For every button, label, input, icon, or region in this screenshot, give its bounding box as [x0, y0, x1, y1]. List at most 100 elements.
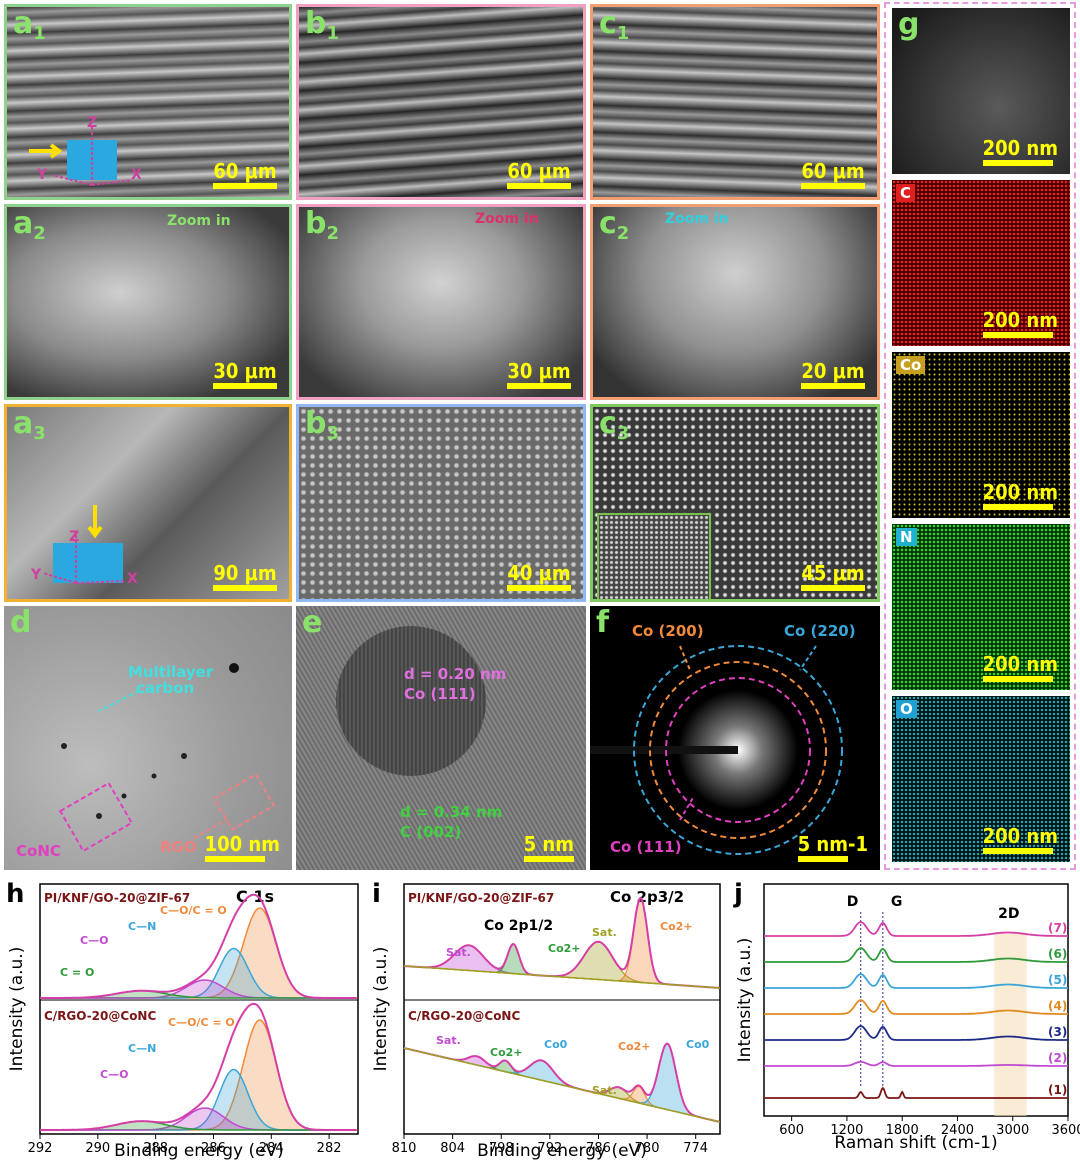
panel-c1: c1 60 μm	[590, 4, 880, 200]
annotation-co111: d = 0.20 nm Co (111)	[404, 665, 507, 703]
panel-d: d Multilayer carbon CoNC RGO 100 nm	[4, 606, 292, 870]
raman-spectrum-line	[764, 1025, 1068, 1041]
plot-frame-h	[39, 883, 359, 1135]
saed-pattern	[590, 645, 843, 855]
ring-label-co200: Co (200)	[632, 622, 704, 640]
eds-element-label: Co	[896, 356, 926, 374]
x-axis-label: Binding energy (eV)	[114, 1141, 284, 1161]
svg-text:Z: Z	[87, 115, 97, 131]
band-label: D	[847, 894, 859, 910]
scale-bar: 200 nm	[982, 826, 1058, 854]
ring-label-co111: Co (111)	[610, 838, 682, 856]
scale-bar: 5 nm	[523, 834, 574, 862]
series-label: (7)	[1048, 921, 1067, 935]
x-tick-label: 780	[635, 1141, 660, 1156]
annotation-multilayer-carbon: Multilayer carbon	[128, 663, 214, 697]
panel-a1: a1 Z X Y 60 μm	[4, 4, 292, 200]
panel-label: a3	[13, 406, 46, 445]
fit-component	[40, 979, 357, 999]
x-tick-label: 282	[317, 1141, 342, 1156]
band-label: G	[891, 894, 903, 910]
panel-f: f Co (200) Co (220) Co (111) 5 nm-1	[590, 606, 880, 870]
axes-triad-icon: Z X Y	[29, 115, 142, 186]
eds-map-c: C 200 nm	[892, 180, 1070, 346]
scale-bar: 30 μm	[213, 361, 277, 389]
raman-spectrum-line	[764, 921, 1068, 937]
baseline	[403, 965, 721, 989]
annotation-conc: CoNC	[16, 842, 61, 860]
svg-text:Y: Y	[31, 567, 42, 583]
raman-spectrum-line	[764, 1060, 1068, 1067]
component-label: C—O	[100, 1068, 128, 1081]
plot-frame-j	[763, 883, 1069, 1117]
xps-raman-charts: h PI/KNF/GO-20@ZIF-67 C/RGO-20@CoNC C 1s 292…	[6, 879, 1080, 1161]
series-label: (4)	[1048, 999, 1067, 1013]
scale-bar: 200 nm	[982, 310, 1058, 338]
scale-bar: 90 μm	[213, 563, 277, 591]
axes-triad-icon: Z X Y	[31, 505, 138, 587]
scale-bar: 200 nm	[982, 654, 1058, 682]
peak-label: Sat.	[592, 926, 617, 939]
envelope-line	[40, 893, 357, 999]
peak-label: Co0	[686, 1038, 710, 1051]
panel-c3: c3 45 μm	[590, 404, 880, 602]
panel-label: g	[898, 8, 920, 42]
zoom-in-label: Zoom in	[665, 211, 729, 227]
peak-label: Co0	[544, 1038, 568, 1051]
chart-subtitle: Co 2p1/2	[484, 918, 553, 934]
annotation-c002: d = 0.34 nm C (002)	[400, 803, 503, 841]
x-tick-label: 1200	[830, 1123, 863, 1138]
scale-bar: 200 nm	[982, 482, 1058, 510]
sample-label: C/RGO-20@CoNC	[44, 1009, 156, 1023]
component-label: C—O/C = O	[168, 1016, 235, 1029]
peak-label: Sat.	[446, 946, 471, 959]
x-tick-label: 786	[586, 1141, 611, 1156]
series-label: (5)	[1048, 973, 1067, 987]
x-tick-label: 2400	[941, 1123, 974, 1138]
peak-label: Co2+	[490, 1046, 523, 1059]
eds-map-o: O 200 nm	[892, 696, 1070, 862]
peak-label: Co2+	[548, 942, 581, 955]
eds-element-label: C	[896, 184, 916, 202]
sample-label: C/RGO-20@CoNC	[408, 1009, 520, 1023]
scale-bar: 200 nm	[982, 138, 1058, 166]
scale-bar: 40 μm	[507, 563, 571, 591]
panel-label: h	[6, 879, 25, 909]
fit-component	[40, 1107, 357, 1131]
svg-text:Y: Y	[36, 167, 48, 183]
baseline	[403, 1047, 721, 1123]
series-label: (1)	[1048, 1083, 1067, 1097]
y-axis-label: Intensity (a.u.)	[7, 947, 27, 1072]
raman-spectrum-line	[764, 999, 1068, 1015]
panel-label: c3	[599, 406, 630, 445]
panel-a3: a3 Z X Y 90 μm	[4, 404, 292, 602]
x-tick-label: 290	[85, 1141, 110, 1156]
series-label: (3)	[1048, 1025, 1067, 1039]
panel-label: a2	[13, 206, 46, 245]
envelope-line	[40, 1002, 357, 1131]
panel-b2: b2 Zoom in 30 μm	[296, 204, 586, 400]
component-label: C—N	[128, 1042, 156, 1055]
svg-text:X: X	[127, 571, 138, 587]
panel-label: b3	[305, 406, 340, 445]
scale-bar: 20 μm	[801, 361, 865, 389]
scale-bar: 60 μm	[213, 161, 277, 189]
scale-bar: 60 μm	[507, 161, 571, 189]
scale-bar: 5 nm-1	[797, 834, 868, 862]
svg-text:X: X	[131, 167, 142, 183]
svg-text:Z: Z	[69, 529, 79, 545]
scale-bar: 60 μm	[801, 161, 865, 189]
panel-label: b2	[305, 206, 340, 245]
x-tick-label: 284	[259, 1141, 284, 1156]
scale-bar: 100 nm	[204, 834, 280, 862]
component-label: C—O/C = O	[160, 904, 227, 917]
panel-b3: b3 40 μm	[296, 404, 586, 602]
x-tick-label: 792	[537, 1141, 562, 1156]
component-label: C—O	[80, 934, 108, 947]
panel-g-frame	[884, 2, 1076, 870]
x-tick-label: 292	[28, 1141, 53, 1156]
x-tick-label: 286	[201, 1141, 226, 1156]
panel-e: e d = 0.20 nm Co (111) d = 0.34 nm C (002)…	[296, 606, 586, 870]
plot-frame-i	[403, 883, 721, 1135]
panel-label: a1	[13, 6, 46, 45]
